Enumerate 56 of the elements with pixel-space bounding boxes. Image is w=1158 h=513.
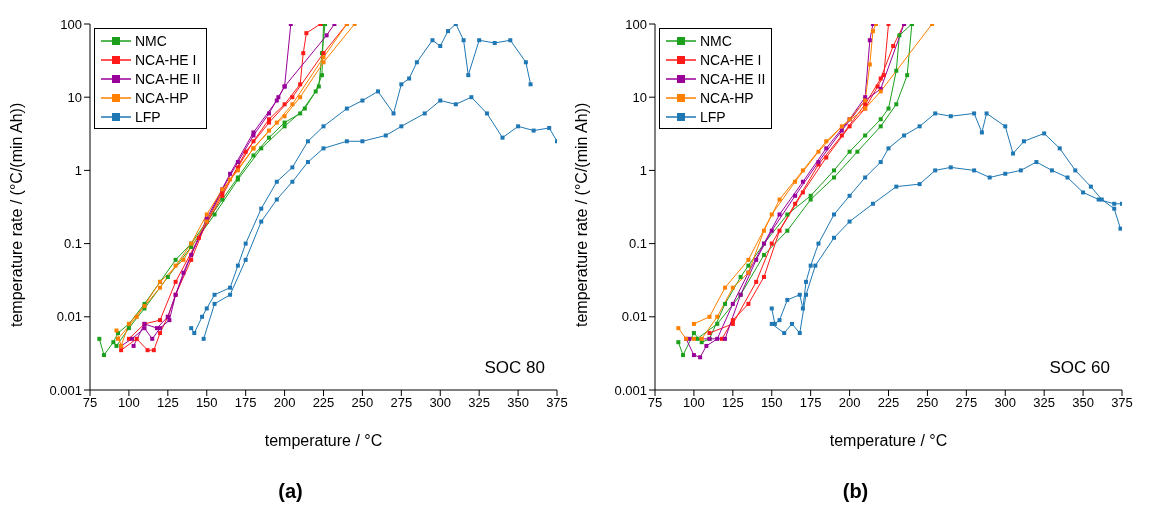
legend-label: NMC: [135, 32, 167, 49]
legend-label: NMC: [700, 32, 732, 49]
annotation: SOC 80: [484, 358, 545, 378]
x-tick-label: 75: [82, 395, 98, 411]
x-tick-label: 225: [312, 395, 335, 411]
x-tick-label: 175: [799, 395, 822, 411]
legend-label: NCA-HE I: [700, 51, 762, 68]
y-tick-label: 10: [67, 89, 82, 105]
y-tick-label: 100: [60, 16, 82, 32]
y-tick-label: 1: [74, 163, 82, 179]
y-tick-label: 0.01: [621, 309, 647, 325]
x-tick-label: 275: [955, 395, 978, 411]
x-tick-label: 150: [195, 395, 218, 411]
y-tick-label: 100: [625, 16, 647, 32]
x-tick-label: 350: [1072, 395, 1094, 411]
x-tick-label: 175: [234, 395, 257, 411]
legend-label: NCA-HP: [700, 89, 754, 106]
x-tick-label: 250: [351, 395, 374, 411]
x-tick-label: 325: [468, 395, 491, 411]
y-tick-label: 1: [639, 163, 647, 179]
annotation: SOC 60: [1049, 358, 1110, 378]
x-tick-label: 225: [877, 395, 900, 411]
text: (b): [841, 480, 870, 503]
y-tick-label: 0.001: [49, 382, 82, 398]
x-tick-label: 350: [507, 395, 529, 411]
legend-label: NCA-HP: [135, 89, 189, 106]
y-tick-label: 0.1: [628, 236, 647, 252]
y-tick-label: 0.01: [56, 309, 82, 325]
x-tick-label: 125: [156, 395, 179, 411]
x-axis-title: temperature / °C: [829, 432, 948, 449]
text: (a): [277, 480, 304, 503]
y-axis-title: temperature rate / (°C/(min Ah)): [7, 102, 25, 327]
y-axis-title: temperature rate / (°C/(min Ah)): [572, 102, 590, 327]
legend-label: LFP: [135, 108, 161, 125]
y-tick-label: 0.1: [63, 236, 82, 252]
legend-label: LFP: [700, 108, 726, 125]
legend-label: NCA-HE I: [135, 51, 197, 68]
x-tick-label: 300: [994, 395, 1017, 411]
x-tick-label: 125: [721, 395, 744, 411]
x-tick-label: 100: [683, 395, 705, 411]
y-tick-label: 0.001: [614, 382, 647, 398]
x-tick-label: 200: [838, 395, 861, 411]
x-tick-label: 75: [647, 395, 663, 411]
y-tick-label: 10: [632, 89, 647, 105]
x-tick-label: 375: [1111, 395, 1133, 411]
x-tick-label: 250: [916, 395, 939, 411]
x-tick-label: 275: [390, 395, 413, 411]
legend-label: NCA-HE II: [135, 70, 201, 87]
x-tick-label: 100: [118, 395, 140, 411]
x-tick-label: 200: [273, 395, 296, 411]
legend-label: NCA-HE II: [700, 70, 766, 87]
x-tick-label: 150: [760, 395, 783, 411]
x-tick-label: 300: [429, 395, 452, 411]
x-tick-label: 325: [1033, 395, 1056, 411]
x-tick-label: 375: [546, 395, 568, 411]
x-axis-title: temperature / °C: [264, 432, 383, 449]
